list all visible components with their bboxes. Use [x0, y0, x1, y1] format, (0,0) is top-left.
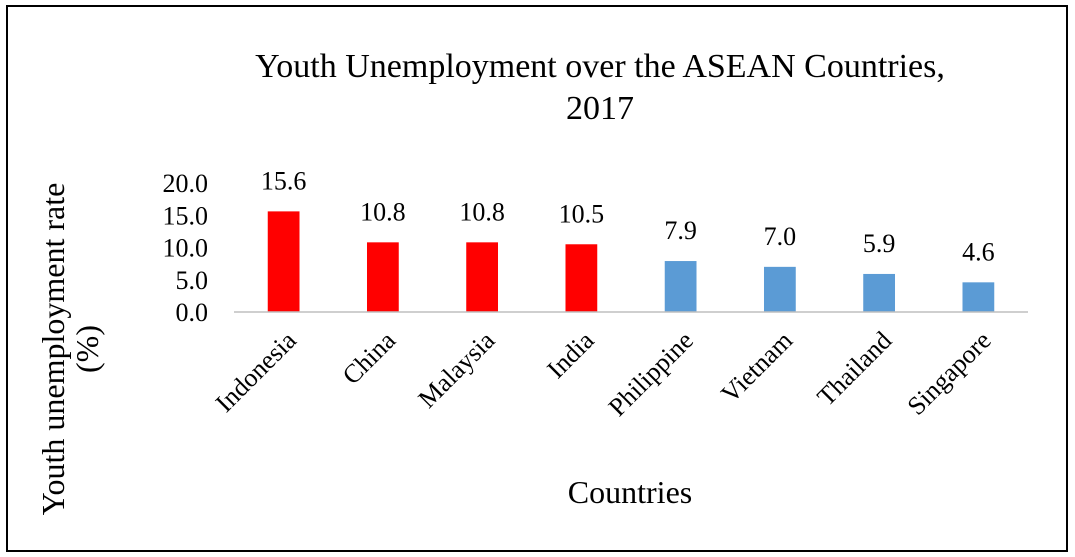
bar [565, 244, 598, 312]
category-label: Vietnam [715, 326, 798, 409]
category-label: India [541, 325, 600, 384]
category-label: Malaysia [412, 325, 500, 413]
data-labels: 15.6 10.8 10.8 10.5 7.9 7.0 5.9 4.6 [261, 166, 995, 266]
category-label: Indonesia [210, 325, 302, 417]
bar [466, 242, 499, 312]
data-label: 7.0 [764, 222, 797, 251]
bar [664, 261, 697, 312]
chart-frame: Youth Unemployment over the ASEAN Countr… [6, 5, 1068, 552]
category-label: Thailand [812, 326, 898, 412]
data-label: 10.8 [360, 197, 406, 226]
x-axis-title: Countries [568, 474, 692, 510]
y-axis-title: Youth unemployment rate (%) [35, 183, 105, 516]
bar [366, 242, 399, 312]
y-axis-title-line-2: (%) [69, 325, 105, 373]
y-tick-label: 15.0 [163, 201, 209, 230]
bars [267, 211, 995, 312]
category-label: China [337, 325, 402, 390]
data-label: 5.9 [863, 229, 896, 258]
y-axis-title-line-1: Youth unemployment rate [35, 183, 71, 516]
y-tick-label: 0.0 [176, 298, 209, 327]
category-label: Singapore [902, 326, 997, 421]
bar [863, 273, 896, 312]
category-labels: Indonesia China Malaysia India Philippine Vie… [210, 325, 997, 421]
data-label: 15.6 [261, 166, 307, 195]
chart-title-line-1: Youth Unemployment over the ASEAN Countr… [255, 48, 945, 85]
y-axis-ticks: 0.0 5.0 10.0 15.0 20.0 [163, 169, 209, 327]
data-label: 7.9 [664, 216, 697, 245]
category-label: Philippine [603, 326, 699, 422]
bar-chart: Youth Unemployment over the ASEAN Countr… [35, 48, 1028, 516]
data-label: 4.6 [962, 237, 995, 266]
chart-title-line-2: 2017 [566, 90, 634, 127]
bar [267, 211, 300, 312]
bar [962, 282, 995, 312]
data-label: 10.8 [459, 197, 505, 226]
y-tick-label: 10.0 [163, 234, 209, 263]
y-tick-label: 5.0 [176, 266, 209, 295]
bar [763, 266, 796, 312]
data-label: 10.5 [559, 199, 605, 228]
y-tick-label: 20.0 [163, 169, 209, 198]
